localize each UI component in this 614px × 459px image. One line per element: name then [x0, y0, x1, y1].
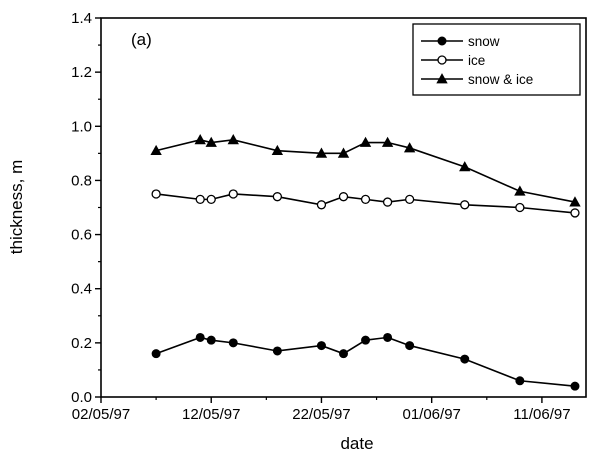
data-point-snow	[316, 341, 326, 351]
data-point-snow-ice	[514, 185, 526, 196]
data-point-ice	[460, 200, 470, 210]
series-group	[150, 133, 581, 391]
data-point-snow-ice	[359, 136, 372, 147]
data-point-snow	[339, 349, 348, 359]
data-point-snow	[383, 332, 393, 342]
legend-swatch-marker	[437, 36, 447, 46]
series-snow-ice	[150, 133, 581, 207]
data-point-snow	[570, 381, 580, 391]
data-point-snow-ice	[271, 144, 284, 156]
legend-swatch-marker	[437, 55, 447, 65]
data-point-ice	[272, 192, 283, 202]
data-point-ice	[206, 194, 216, 205]
data-point-ice	[316, 200, 327, 210]
data-point-snow	[460, 354, 470, 364]
panel-label: (a)	[131, 30, 152, 49]
data-point-snow	[206, 335, 216, 345]
y-tick-label: 0.2	[71, 335, 92, 352]
x-axis-title: date	[340, 434, 373, 453]
data-point-snow	[405, 341, 415, 351]
data-point-snow	[151, 349, 161, 359]
series-snow	[151, 332, 580, 391]
data-point-snow-ice	[315, 147, 328, 158]
data-point-snow-ice	[150, 144, 162, 156]
y-tick-label: 1.0	[71, 118, 92, 135]
x-tick-label: 11/06/97	[513, 406, 570, 423]
y-tick-label: 1.4	[71, 10, 92, 27]
data-point-snow-ice	[381, 136, 394, 147]
legend-swatch-marker	[436, 73, 448, 84]
x-tick-label: 12/05/97	[182, 406, 240, 423]
data-point-ice	[404, 194, 415, 205]
legend-label: snow & ice	[468, 72, 533, 87]
y-axis-title: thickness, m	[7, 160, 26, 254]
data-point-ice	[360, 194, 371, 205]
data-point-snow	[195, 332, 205, 342]
y-tick-label: 0.4	[71, 281, 92, 298]
data-point-snow	[272, 346, 282, 356]
data-point-ice	[228, 189, 238, 199]
data-point-ice	[515, 202, 525, 213]
y-tick-label: 0.8	[71, 172, 92, 189]
y-tick-label: 0.6	[71, 227, 92, 244]
data-point-snow	[361, 335, 371, 345]
legend: snow ice snow & ice	[412, 23, 581, 96]
data-point-snow	[228, 338, 238, 348]
data-point-snow-ice	[569, 196, 581, 207]
legend-label: snow	[468, 34, 500, 49]
x-tick-label: 01/06/97	[402, 406, 460, 423]
data-point-ice	[195, 194, 205, 205]
x-tick-label: 02/05/97	[72, 406, 130, 423]
data-point-snow	[515, 376, 525, 386]
data-point-snow-ice	[194, 133, 206, 145]
y-axis-ticks: 0.0 0.2 0.4 0.6 0.8 1.0 1.2 1.4	[71, 10, 101, 406]
data-point-snow-ice	[205, 136, 217, 147]
legend-label: ice	[468, 53, 485, 68]
x-axis-ticks: 02/05/97 12/05/97 22/05/97 01/06/97 11/06/97	[72, 397, 571, 423]
x-tick-label: 22/05/97	[292, 406, 350, 423]
y-tick-label: 0.0	[71, 389, 92, 406]
data-point-snow-ice	[337, 147, 350, 158]
data-point-ice	[570, 208, 580, 218]
data-point-ice	[151, 189, 161, 199]
data-point-snow-ice	[227, 133, 239, 145]
data-point-snow-ice	[459, 161, 471, 172]
y-tick-label: 1.2	[71, 64, 92, 81]
data-point-snow-ice	[403, 142, 416, 153]
data-point-ice	[338, 192, 349, 202]
series-ice	[151, 189, 580, 218]
data-point-ice	[382, 197, 393, 207]
